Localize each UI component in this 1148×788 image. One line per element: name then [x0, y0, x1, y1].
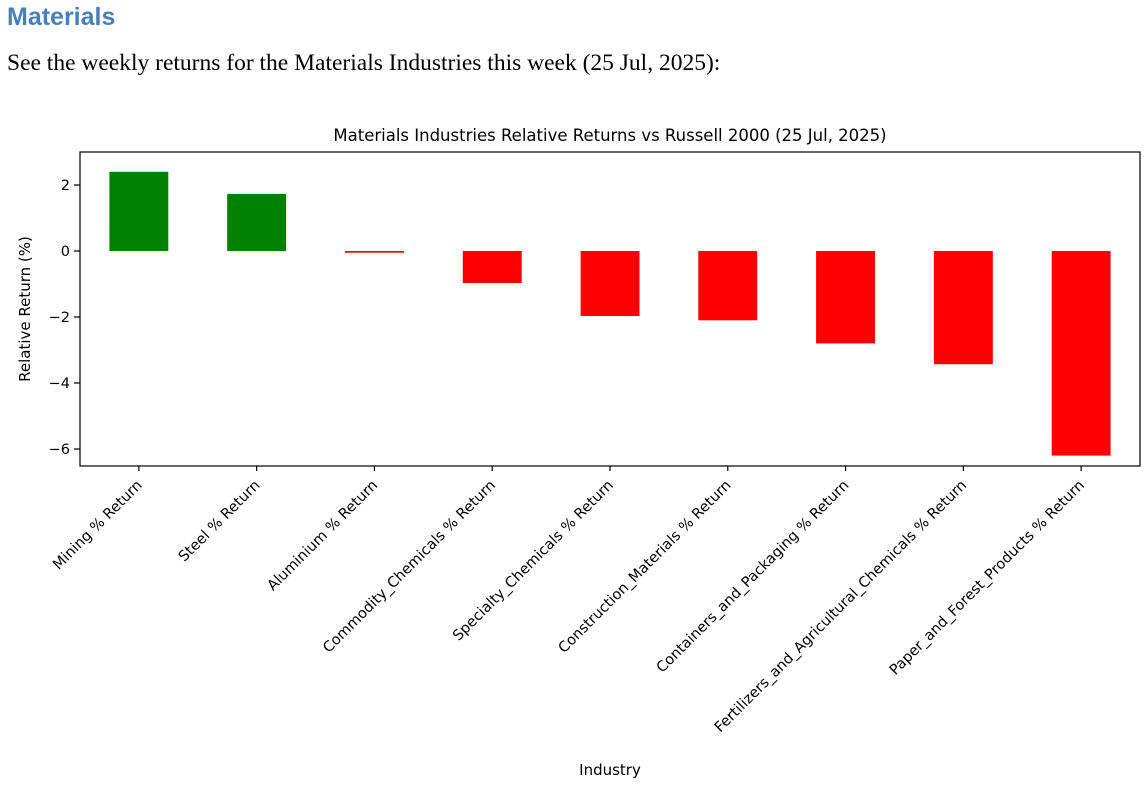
y-axis-label: Relative Return (%): [16, 236, 34, 382]
bar-2: [345, 251, 404, 253]
bar-chart-canvas: 2 0 −2 −4 −6 Mining % Return Steel % Return Alu…: [16, 126, 1141, 779]
intro-text: See the weekly returns for the Materials…: [7, 50, 721, 76]
bar-4: [580, 251, 640, 316]
x-tick-label: Mining % Return: [50, 478, 146, 574]
y-tick-label: 2: [61, 178, 70, 194]
bar-1: [227, 193, 287, 251]
x-axis-label: Industry: [579, 761, 641, 779]
x-tick-label: Aluminium % Return: [265, 478, 382, 595]
bar-8: [1051, 251, 1111, 456]
x-tick-label: Fertilizers_and_Agricultural_Chemicals %…: [712, 478, 970, 736]
chart-title: Materials Industries Relative Returns vs…: [333, 126, 886, 145]
y-tick-label: −2: [49, 310, 70, 326]
y-tick-label: 0: [61, 244, 70, 260]
x-tick-label: Paper_and_Forest_Products % Return: [887, 478, 1088, 679]
bar-7: [933, 251, 993, 365]
section-heading: Materials: [7, 3, 116, 31]
bar-5: [698, 251, 758, 321]
bar-6: [816, 251, 875, 344]
y-tick-label: −6: [49, 442, 70, 458]
y-tick-label: −4: [49, 376, 70, 392]
materials-returns-chart: 2 0 −2 −4 −6 Mining % Return Steel % Return Alu…: [0, 110, 1148, 788]
bar-0: [109, 171, 169, 251]
x-tick-label: Containers_and_Packaging % Return: [654, 478, 853, 677]
bar-3: [462, 251, 522, 283]
x-tick-label: Steel % Return: [176, 478, 264, 566]
